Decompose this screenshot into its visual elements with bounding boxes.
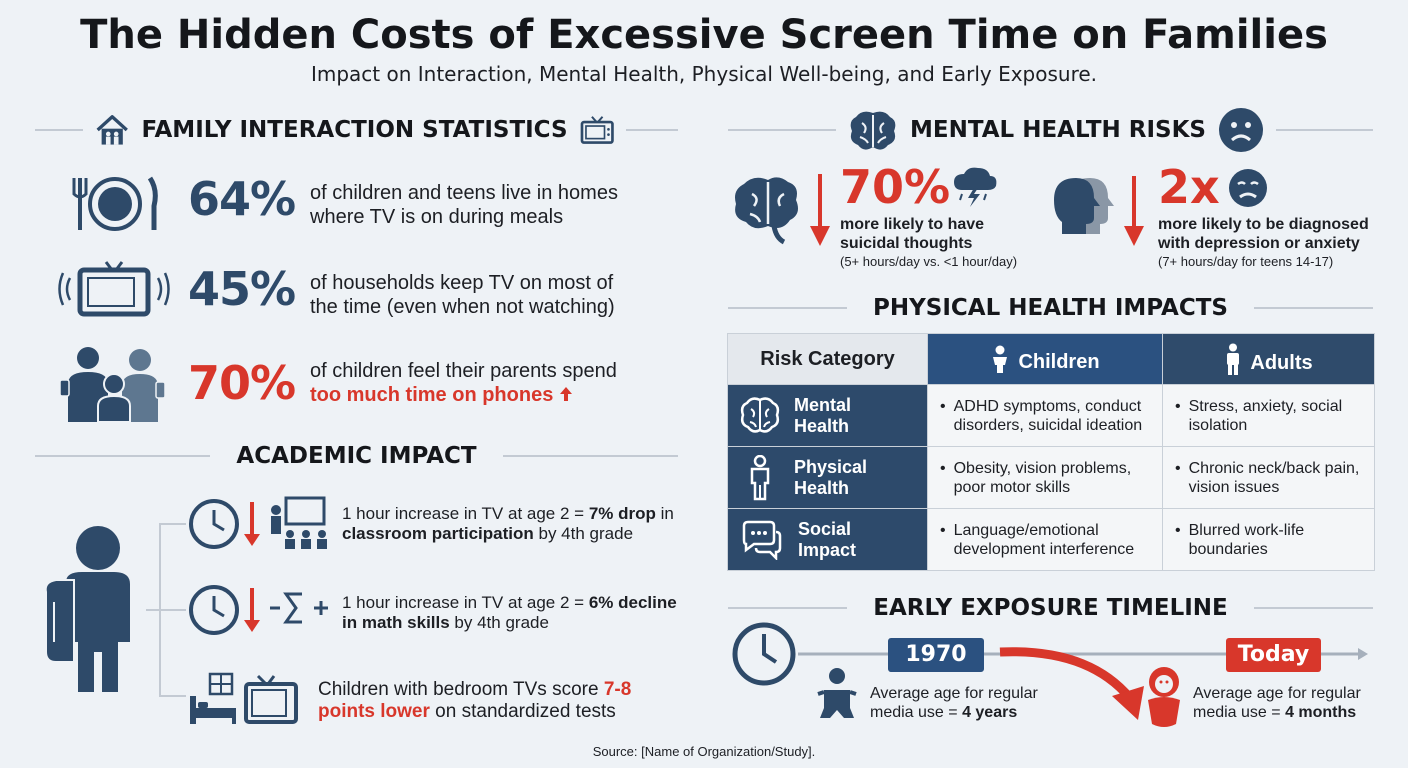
timeline-text: Average age for regular media use = 4 mo…	[1193, 685, 1361, 721]
academic-item: Children with bedroom TVs score 7-8 poin…	[318, 679, 632, 722]
academic-heading: ACADEMIC IMPACT	[236, 443, 477, 469]
house-icon	[96, 115, 128, 145]
bedroom-tv-icon	[190, 672, 298, 724]
clock-decline-math-icon	[189, 585, 328, 635]
sad-face-icon	[1219, 108, 1263, 152]
table-cell: • Blurred work-life boundaries	[1162, 508, 1375, 571]
stat-text: of children feel their parents spend too…	[310, 360, 617, 406]
mental-value: 2x	[1158, 160, 1220, 214]
mental-value: 70%	[840, 160, 951, 214]
source-note: Source: [Name of Organization/Study].	[592, 744, 816, 759]
timeline-heading: EARLY EXPOSURE TIMELINE	[873, 595, 1228, 621]
mental-description: more likely to be diagnosed with depressi…	[1158, 216, 1369, 252]
physical-heading: PHYSICAL HEALTH IMPACTS	[873, 295, 1228, 321]
row-category: Physical Health	[727, 446, 928, 509]
physical-impacts-table: Risk Category Children Adults Mental Heal…	[727, 333, 1375, 571]
stat-value: 64%	[188, 172, 296, 226]
family-section-header: FAMILY INTERACTION STATISTICS	[35, 104, 678, 156]
family-phones-icon	[59, 347, 166, 423]
infant-icon	[1148, 667, 1180, 727]
table-cell: • Obesity, vision problems, poor motor sk…	[927, 446, 1163, 509]
year-badge-1970: 1970	[888, 638, 984, 672]
stat-value: 70%	[188, 356, 296, 410]
table-cell: • Chronic neck/back pain, vision issues	[1162, 446, 1375, 509]
stat-value: 45%	[188, 262, 296, 316]
arrow-up-icon	[559, 387, 572, 401]
column-header: Adults	[1162, 333, 1375, 385]
divider	[626, 129, 678, 131]
mental-description: more likely to have suicidal thoughts	[840, 216, 985, 252]
person-icon	[750, 454, 770, 500]
page-subtitle: Impact on Interaction, Mental Health, Ph…	[310, 62, 1098, 86]
divider	[728, 129, 836, 131]
brain-icon	[850, 111, 896, 150]
baby-icon	[817, 668, 857, 718]
timeline-text: Average age for regular media use = 4 ye…	[870, 685, 1038, 721]
plate-cutlery-icon	[72, 176, 158, 231]
stat-text: of children and teens live in homes where…	[310, 182, 618, 228]
divider	[1276, 129, 1373, 131]
year-badge-today: Today	[1226, 638, 1321, 672]
mental-heading: MENTAL HEALTH RISKS	[910, 117, 1206, 143]
academic-section-header: ACADEMIC IMPACT	[35, 440, 678, 472]
row-category: Mental Health	[727, 384, 928, 447]
column-header: Children	[927, 333, 1163, 385]
table-cell: • ADHD symptoms, conduct disorders, suici…	[927, 384, 1163, 447]
table-row: Physical Health • Obesity, vision problems…	[727, 446, 1375, 509]
tv-icon	[580, 116, 614, 144]
table-cell: • Language/emotional development interfer…	[927, 508, 1163, 571]
mental-note: (5+ hours/day vs. <1 hour/day)	[840, 254, 1018, 269]
mental-section-header: MENTAL HEALTH RISKS	[728, 104, 1373, 156]
stat-text: of households keep TV on most of the time…	[310, 272, 615, 318]
table-cell: • Stress, anxiety, social isolation	[1162, 384, 1375, 447]
worried-face-icon	[1229, 169, 1267, 207]
child-icon	[993, 345, 1008, 373]
student-icon	[44, 523, 186, 697]
row-category: Social Impact	[727, 508, 928, 571]
divider	[1253, 307, 1373, 309]
table-row: Mental Health • ADHD symptoms, conduct dis…	[727, 384, 1375, 447]
table-row: Social Impact • Language/emotional develop…	[727, 508, 1375, 571]
brain-decline-icon	[735, 174, 830, 246]
tv-sound-icon	[58, 261, 170, 317]
storm-cloud-icon	[954, 167, 997, 207]
family-heading: FAMILY INTERACTION STATISTICS	[141, 117, 568, 143]
divider	[728, 307, 848, 309]
heads-decline-icon	[1054, 176, 1144, 246]
adult-icon	[1227, 343, 1240, 375]
divider	[35, 455, 211, 457]
academic-item: 1 hour increase in TV at age 2 = 7% drop…	[342, 504, 674, 543]
divider	[35, 129, 83, 131]
divider	[502, 455, 678, 457]
mental-note: (7+ hours/day for teens 14-17)	[1158, 254, 1334, 269]
academic-item: 1 hour increase in TV at age 2 = 6% decl…	[342, 593, 677, 632]
divider	[1253, 607, 1374, 609]
column-header: Risk Category	[727, 333, 928, 385]
table-header-row: Risk Category Children Adults	[727, 333, 1375, 385]
clock-decline-classroom-icon	[189, 496, 327, 549]
divider	[728, 607, 848, 609]
physical-section-header: PHYSICAL HEALTH IMPACTS	[728, 292, 1373, 324]
timeline-section-header: EARLY EXPOSURE TIMELINE	[728, 592, 1374, 624]
chat-bubbles-icon	[742, 520, 782, 560]
brain-icon	[740, 396, 780, 433]
page-title: The Hidden Costs of Excessive Screen Tim…	[80, 12, 1328, 58]
